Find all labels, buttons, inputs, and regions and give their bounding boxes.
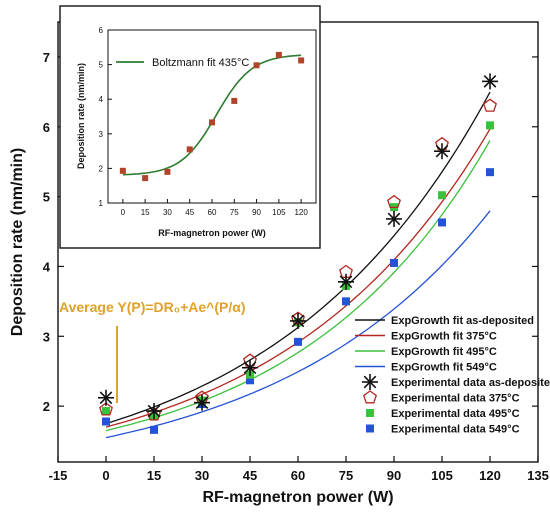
x-tick-label: 105 bbox=[431, 468, 453, 483]
data-point-square bbox=[102, 417, 110, 426]
data-point-square bbox=[150, 425, 158, 434]
inset-x-tick-label: 120 bbox=[294, 208, 308, 217]
x-tick-label: 60 bbox=[291, 468, 305, 483]
data-point-square bbox=[486, 168, 494, 177]
data-point-asterisk bbox=[434, 143, 450, 160]
data-point-square bbox=[366, 424, 374, 433]
fit-curve bbox=[105, 210, 491, 439]
inset-legend-label: Boltzmann fit 435°C bbox=[152, 57, 249, 69]
data-point-asterisk bbox=[386, 210, 402, 227]
data-point-asterisk bbox=[194, 394, 210, 411]
x-tick-label: 90 bbox=[387, 468, 401, 483]
inset-y-axis: 1 2 3 4 5 6 bbox=[99, 26, 112, 208]
x-tick-label: 45 bbox=[243, 468, 257, 483]
inset-data-point bbox=[164, 168, 171, 175]
inset-data-point bbox=[231, 97, 238, 104]
legend-label: ExpGrowth fit 549°C bbox=[391, 362, 497, 374]
inset-y-tick-label: 5 bbox=[99, 61, 104, 70]
legend-label: ExpGrowth fit 495°C bbox=[391, 346, 497, 358]
inset-data-point bbox=[209, 119, 215, 126]
x-tick-label: -15 bbox=[49, 468, 68, 483]
inset-x-tick-label: 105 bbox=[272, 208, 286, 217]
inset-panel bbox=[59, 5, 321, 249]
data-point-pentagon bbox=[363, 390, 377, 404]
legend-label: ExpGrowth fit as-deposited bbox=[391, 315, 534, 327]
inset-x-axis: 0 15 30 45 60 75 90 105 120 bbox=[121, 199, 308, 217]
fit-curve bbox=[105, 140, 491, 432]
data-point-pentagon bbox=[387, 194, 401, 209]
data-point-square bbox=[102, 407, 110, 416]
inset-data-point bbox=[142, 175, 149, 182]
inset-y-tick-label: 6 bbox=[99, 26, 104, 35]
inset-x-tick-label: 75 bbox=[230, 208, 239, 217]
inset-x-tick-label: 60 bbox=[208, 208, 217, 217]
inset-data-point bbox=[253, 62, 260, 69]
data-point-asterisk bbox=[242, 359, 258, 376]
y-tick-label: 3 bbox=[43, 329, 50, 344]
legend-label: Experimental data as-deposited bbox=[391, 377, 550, 389]
data-point-asterisk bbox=[338, 273, 354, 290]
inset-data-points bbox=[119, 51, 305, 182]
legend-label: Experimental data 495°C bbox=[391, 408, 520, 420]
y-tick-label: 2 bbox=[43, 399, 50, 414]
data-point-square bbox=[390, 258, 398, 267]
inset-y-tick-label: 3 bbox=[99, 130, 104, 139]
data-point-pentagon bbox=[483, 98, 497, 112]
x-tick-label: 135 bbox=[527, 468, 549, 483]
legend-label: ExpGrowth fit 375°C bbox=[391, 331, 497, 343]
data-point-square bbox=[366, 409, 374, 417]
legend-label: Experimental data 375°C bbox=[391, 393, 520, 405]
data-point-square bbox=[294, 337, 302, 346]
data-point-square bbox=[438, 191, 446, 200]
inset-x-tick-label: 30 bbox=[163, 208, 172, 217]
x-tick-label: 15 bbox=[147, 468, 161, 483]
x-axis-title: RF-magnetron power (W) bbox=[202, 489, 393, 506]
x-tick-label: 30 bbox=[195, 468, 209, 483]
data-point-square bbox=[486, 121, 494, 130]
legend-label: Experimental data 549°C bbox=[391, 424, 520, 436]
inset-x-tick-label: 90 bbox=[252, 208, 261, 217]
data-point-asterisk bbox=[482, 73, 498, 90]
y-tick-label: 4 bbox=[43, 259, 51, 274]
data-point-square bbox=[246, 376, 254, 385]
inset-x-axis-title: RF-magnetron power (W) bbox=[158, 228, 266, 238]
inset-y-tick-label: 2 bbox=[99, 164, 104, 173]
x-tick-label: 0 bbox=[102, 468, 109, 483]
data-point-pentagon bbox=[99, 402, 113, 416]
data-point-asterisk bbox=[98, 389, 114, 406]
inset-data-point bbox=[186, 146, 193, 153]
y-tick-label: 6 bbox=[43, 120, 50, 135]
data-point-square bbox=[342, 297, 350, 306]
x-tick-label: 120 bbox=[479, 468, 501, 483]
main-x-axis: -15 0 15 30 45 60 75 90 105 120 135 bbox=[49, 456, 549, 483]
y-tick-label: 7 bbox=[43, 50, 50, 65]
x-tick-label: 75 bbox=[339, 468, 353, 483]
inset-y-axis-title: Deposition rate (nm/min) bbox=[76, 63, 86, 169]
data-point-asterisk bbox=[146, 403, 162, 420]
main-legend: ExpGrowth fit as-deposited ExpGrowth fit … bbox=[355, 315, 550, 436]
inset-data-point bbox=[298, 57, 305, 64]
data-point-asterisk bbox=[362, 374, 378, 390]
inset-y-tick-label: 1 bbox=[99, 199, 104, 208]
inset-x-tick-label: 45 bbox=[185, 208, 194, 217]
inset-data-point bbox=[119, 167, 126, 174]
data-point-asterisk bbox=[290, 312, 306, 329]
inset-y-tick-label: 4 bbox=[99, 95, 104, 104]
data-point-square bbox=[438, 218, 446, 227]
inset-x-tick-label: 0 bbox=[121, 208, 126, 217]
y-axis-title: Deposition rate (nm/min) bbox=[9, 148, 26, 336]
main-data-points bbox=[98, 73, 498, 434]
inset-x-tick-label: 15 bbox=[141, 208, 150, 217]
y-tick-label: 5 bbox=[43, 190, 50, 205]
annotation-text: Average Y(P)=DR₀+Ae^(P/α) bbox=[59, 299, 245, 315]
inset-data-point bbox=[275, 51, 282, 58]
